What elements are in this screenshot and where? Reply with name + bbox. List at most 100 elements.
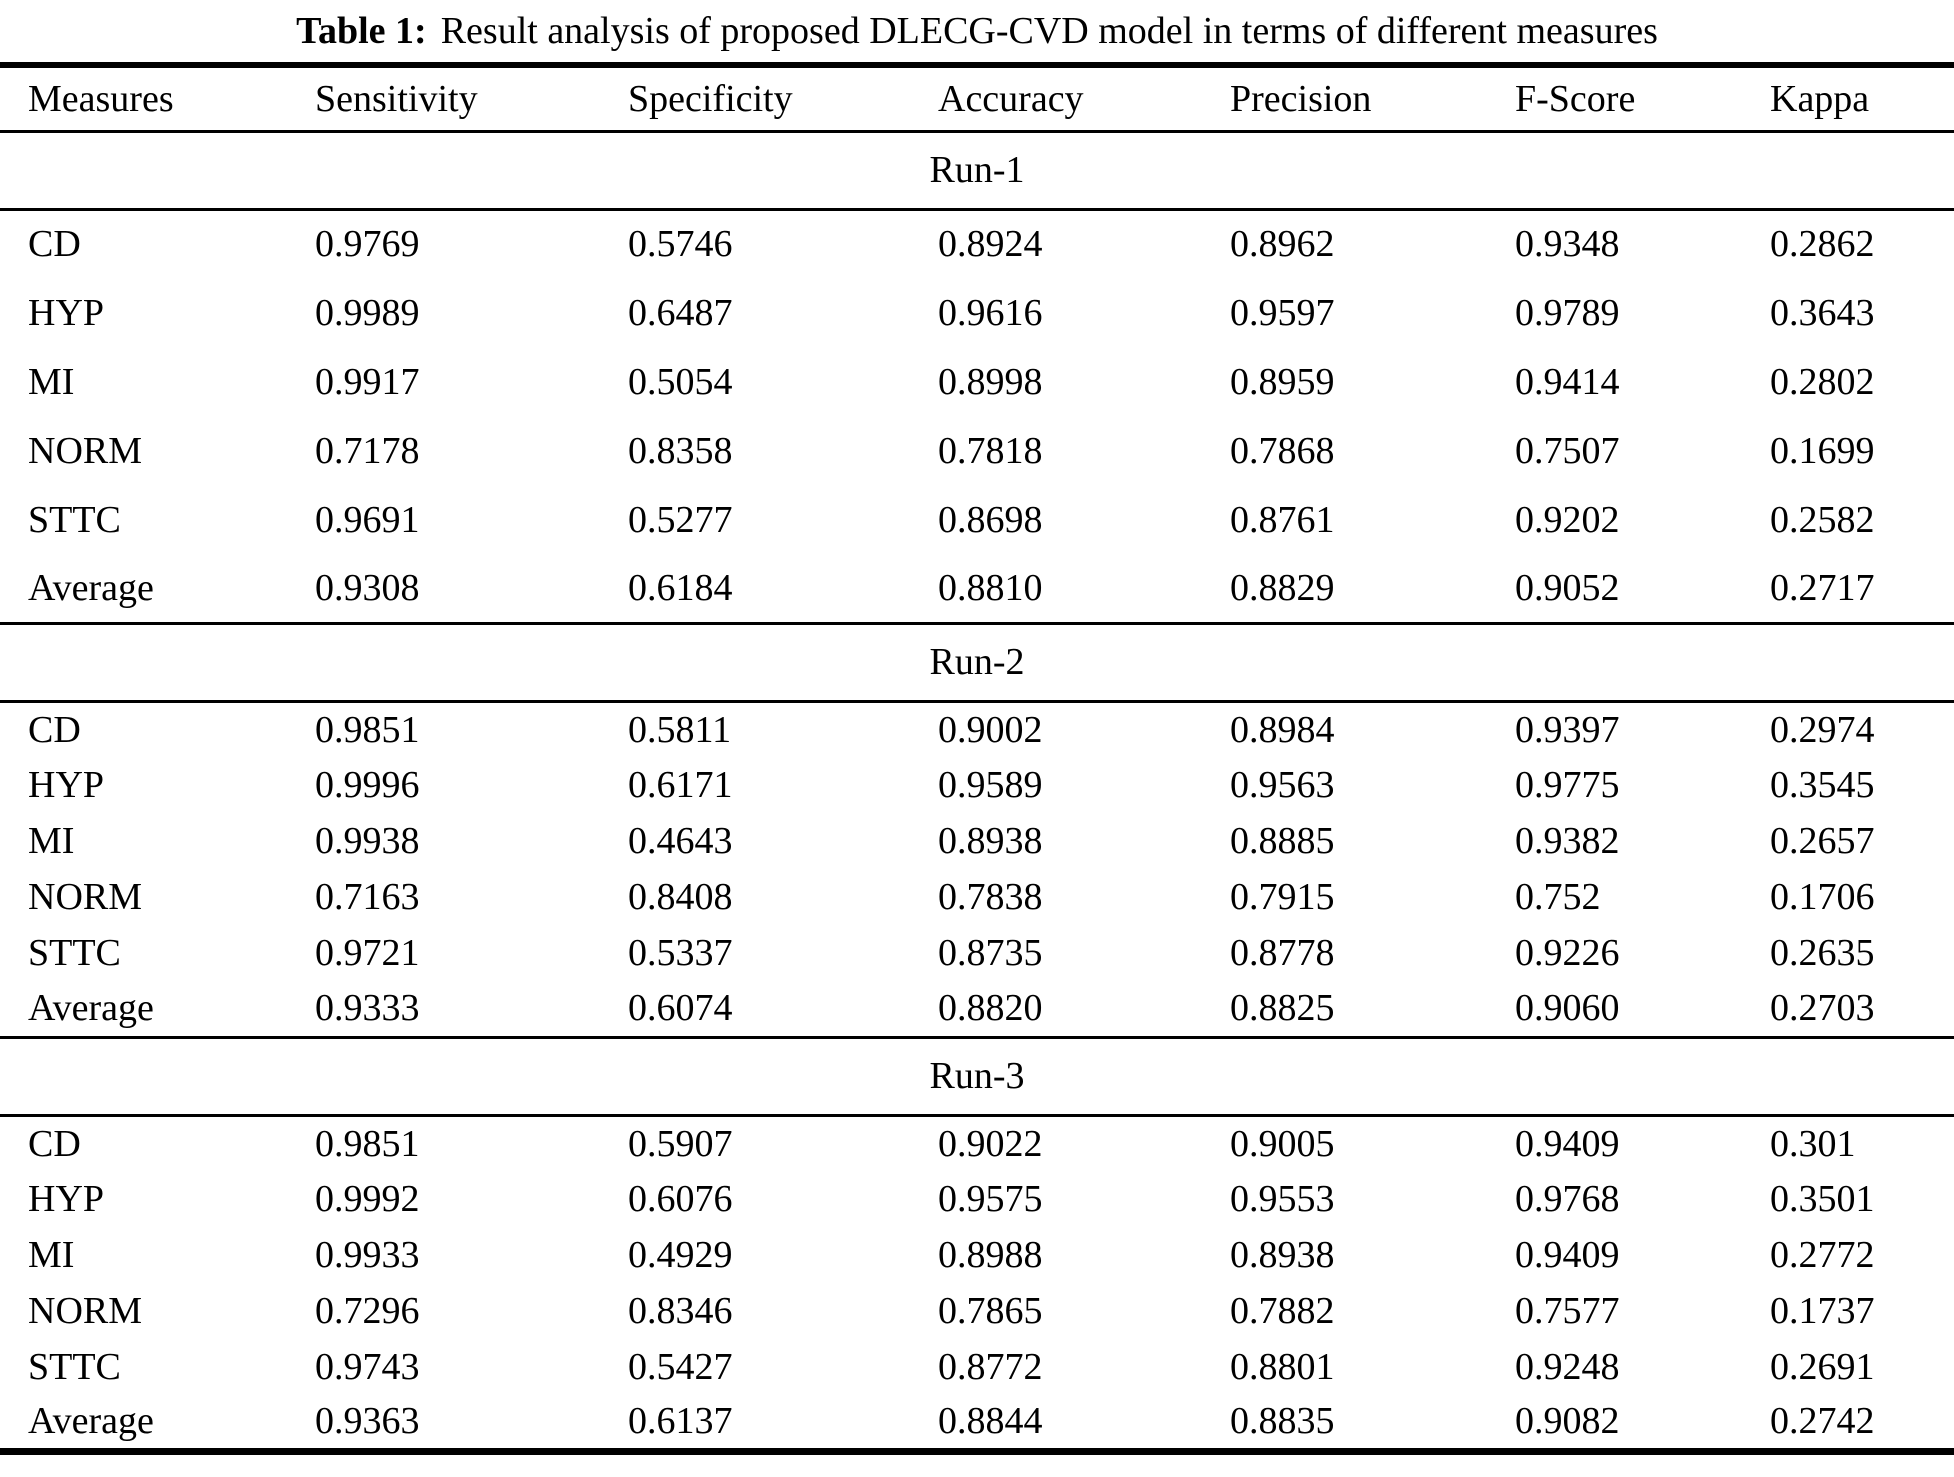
- cell-value: 0.8408: [628, 876, 733, 918]
- cell-measure: MI: [28, 360, 75, 403]
- cell-value: 0.9248: [1515, 1346, 1620, 1388]
- cell-value: 0.8825: [1230, 987, 1335, 1030]
- cell-value: 0.5427: [628, 1346, 733, 1388]
- table-row: Average 0.9363 0.6137 0.8844 0.8835 0.90…: [0, 1395, 1954, 1451]
- cell-value: 0.2862: [1770, 223, 1875, 266]
- cell-value: 0.301: [1770, 1122, 1856, 1165]
- section-header-row-run2: Run-2: [0, 623, 1954, 701]
- cell-value: 0.9397: [1515, 708, 1620, 751]
- cell-value: 0.3643: [1770, 291, 1875, 334]
- cell-value: 0.8835: [1230, 1400, 1335, 1443]
- cell-value: 0.3545: [1770, 764, 1875, 806]
- cell-value: 0.9616: [938, 291, 1043, 334]
- cell-value: 0.2974: [1770, 708, 1875, 751]
- table-row: NORM 0.7296 0.8346 0.7865 0.7882 0.7577 …: [0, 1283, 1954, 1339]
- cell-value: 0.8698: [938, 498, 1043, 541]
- cell-value: 0.9721: [315, 932, 420, 974]
- cell-value: 0.8801: [1230, 1346, 1335, 1388]
- table-row: CD 0.9851 0.5811 0.9002 0.8984 0.9397 0.…: [0, 701, 1954, 757]
- cell-value: 0.9002: [938, 708, 1043, 751]
- cell-value: 0.2717: [1770, 566, 1875, 609]
- cell-value: 0.2742: [1770, 1400, 1875, 1443]
- column-header-precision: Precision: [1230, 77, 1372, 120]
- column-header-sensitivity: Sensitivity: [315, 77, 478, 120]
- cell-value: 0.4643: [628, 820, 733, 862]
- results-table: Measures Sensitivity Specificity Accurac…: [0, 62, 1954, 1455]
- column-header-accuracy: Accuracy: [938, 77, 1084, 120]
- table-caption: Table 1: Result analysis of proposed DLE…: [0, 0, 1954, 62]
- table-row: CD 0.9769 0.5746 0.8924 0.8962 0.9348 0.…: [0, 209, 1954, 278]
- cell-value: 0.9005: [1230, 1122, 1335, 1165]
- cell-value: 0.7296: [315, 1290, 420, 1332]
- column-header-fscore: F-Score: [1515, 77, 1636, 120]
- cell-value: 0.752: [1515, 876, 1601, 918]
- cell-value: 0.8772: [938, 1346, 1043, 1388]
- section-label: Run-3: [929, 1055, 1025, 1097]
- cell-value: 0.6171: [628, 764, 733, 806]
- column-header-measures: Measures: [28, 77, 174, 120]
- cell-value: 0.9933: [315, 1234, 420, 1276]
- table-row: NORM 0.7163 0.8408 0.7838 0.7915 0.752 0…: [0, 869, 1954, 925]
- cell-measure: Average: [28, 1400, 154, 1443]
- cell-measure: STTC: [28, 932, 121, 974]
- column-header-kappa: Kappa: [1770, 77, 1870, 120]
- cell-value: 0.3501: [1770, 1178, 1875, 1220]
- cell-value: 0.9363: [315, 1400, 420, 1443]
- cell-value: 0.1706: [1770, 876, 1875, 918]
- section-label: Run-1: [929, 149, 1025, 191]
- cell-value: 0.9575: [938, 1178, 1043, 1220]
- cell-value: 0.6487: [628, 291, 733, 334]
- cell-value: 0.1737: [1770, 1290, 1875, 1332]
- section-header-row-run1: Run-1: [0, 131, 1954, 209]
- cell-value: 0.9060: [1515, 987, 1620, 1030]
- section-label: Run-2: [929, 641, 1025, 683]
- cell-value: 0.5746: [628, 223, 733, 266]
- cell-value: 0.6137: [628, 1400, 733, 1443]
- cell-value: 0.8829: [1230, 566, 1335, 609]
- cell-value: 0.9743: [315, 1346, 420, 1388]
- table-row: CD 0.9851 0.5907 0.9022 0.9005 0.9409 0.…: [0, 1115, 1954, 1171]
- cell-value: 0.7882: [1230, 1290, 1335, 1332]
- cell-measure: HYP: [28, 291, 105, 334]
- cell-value: 0.8358: [628, 429, 733, 472]
- cell-value: 0.8844: [938, 1400, 1043, 1443]
- cell-value: 0.8778: [1230, 932, 1335, 974]
- cell-value: 0.9597: [1230, 291, 1335, 334]
- cell-measure: CD: [28, 223, 81, 266]
- column-header-row: Measures Sensitivity Specificity Accurac…: [0, 65, 1954, 131]
- cell-value: 0.9768: [1515, 1178, 1620, 1220]
- cell-value: 0.9563: [1230, 764, 1335, 806]
- cell-value: 0.7577: [1515, 1290, 1620, 1332]
- table-row: STTC 0.9721 0.5337 0.8735 0.8778 0.9226 …: [0, 925, 1954, 981]
- cell-value: 0.8984: [1230, 708, 1335, 751]
- cell-measure: NORM: [28, 429, 143, 472]
- cell-value: 0.9553: [1230, 1178, 1335, 1220]
- cell-value: 0.8810: [938, 566, 1043, 609]
- cell-value: 0.8962: [1230, 223, 1335, 266]
- cell-value: 0.9022: [938, 1122, 1043, 1165]
- cell-value: 0.5811: [628, 708, 732, 751]
- table-row: HYP 0.9992 0.6076 0.9575 0.9553 0.9768 0…: [0, 1171, 1954, 1227]
- cell-value: 0.5337: [628, 932, 733, 974]
- cell-value: 0.8820: [938, 987, 1043, 1030]
- cell-value: 0.5277: [628, 498, 733, 541]
- cell-measure: HYP: [28, 764, 105, 806]
- table-caption-number: Table 1:: [296, 10, 427, 52]
- cell-value: 0.2635: [1770, 932, 1875, 974]
- cell-value: 0.9851: [315, 1122, 420, 1165]
- cell-value: 0.9348: [1515, 223, 1620, 266]
- cell-value: 0.8735: [938, 932, 1043, 974]
- cell-measure: STTC: [28, 1346, 121, 1388]
- cell-value: 0.8959: [1230, 360, 1335, 403]
- cell-value: 0.7507: [1515, 429, 1620, 472]
- cell-measure: HYP: [28, 1178, 105, 1220]
- cell-value: 0.2582: [1770, 498, 1875, 541]
- cell-value: 0.8761: [1230, 498, 1335, 541]
- cell-measure: NORM: [28, 876, 143, 918]
- cell-value: 0.9414: [1515, 360, 1620, 403]
- table-row: MI 0.9933 0.4929 0.8988 0.8938 0.9409 0.…: [0, 1227, 1954, 1283]
- cell-measure: CD: [28, 708, 81, 751]
- cell-value: 0.7178: [315, 429, 420, 472]
- cell-measure: Average: [28, 987, 154, 1030]
